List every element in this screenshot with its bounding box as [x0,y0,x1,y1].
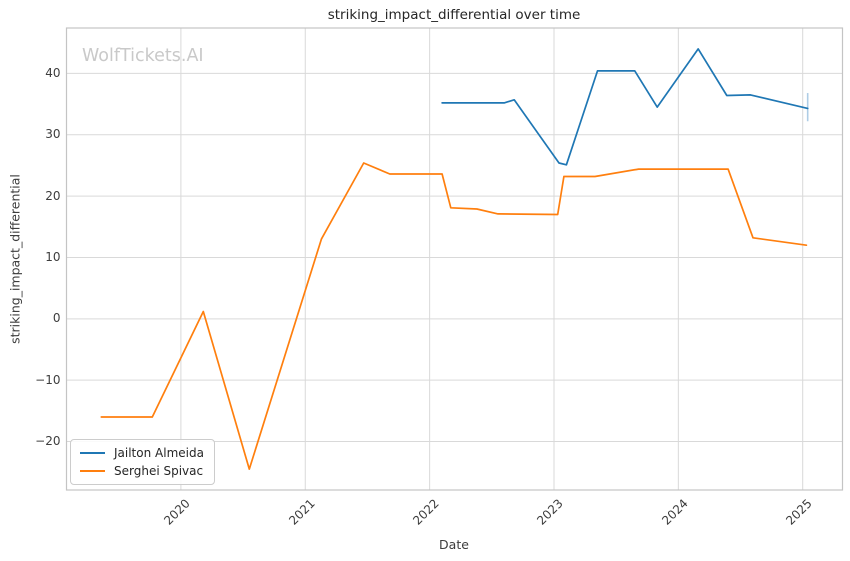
legend-label: Serghei Spivac [114,464,204,478]
y-tick-label: 40 [45,65,61,80]
series-line-orange [100,162,808,470]
legend: Jailton Almeida Serghei Spivac [70,439,215,485]
x-axis-label: Date [439,537,469,552]
legend-item: Serghei Spivac [80,464,204,478]
legend-item: Jailton Almeida [80,446,204,460]
chart-title: striking_impact_differential over time [327,7,581,23]
legend-line-swatch-blue [80,452,105,454]
y-tick-label: 30 [45,127,61,142]
legend-label: Jailton Almeida [114,446,204,460]
legend-line-swatch-orange [80,470,105,472]
y-tick-label: −20 [35,434,61,449]
y-tick-label: 10 [45,249,61,264]
watermark: WolfTickets.AI [82,46,204,66]
y-tick-label: −10 [35,372,61,387]
y-tick-label: 20 [45,188,61,203]
y-tick-label: 0 [52,311,61,326]
plot-border [65,27,844,491]
series-line-blue [441,48,809,166]
